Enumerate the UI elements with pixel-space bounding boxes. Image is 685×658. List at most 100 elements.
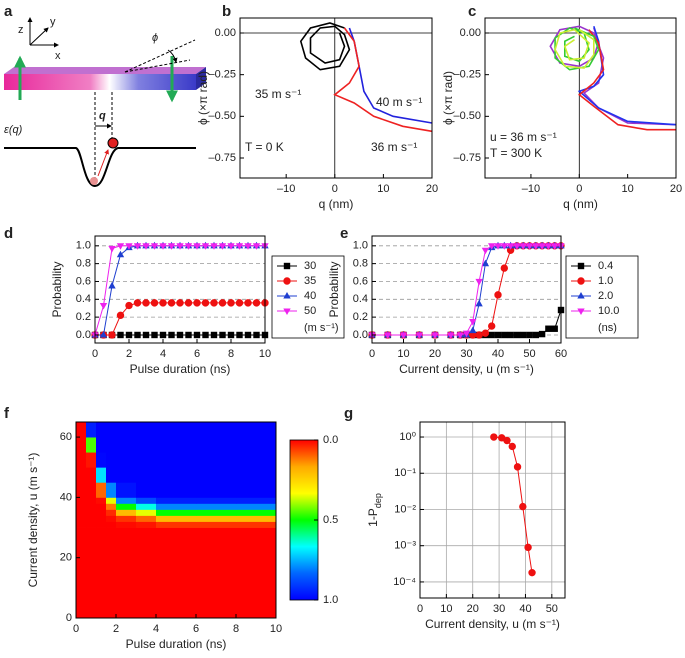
y-tick-label: 0.00 [460,27,481,39]
marker [133,243,142,250]
position-label: q [99,110,106,122]
x-tick-label: 40 [492,348,504,360]
marker [116,250,125,258]
heatmap-cell [136,503,157,510]
marker [210,299,218,307]
heatmap-cell [116,521,137,528]
marker [513,331,521,339]
marker [488,243,496,250]
heatmap-cell [76,557,87,589]
x-tick-label: 4 [160,348,166,360]
y-axis-label: Probability [327,261,341,317]
marker [577,277,585,285]
heatmap-cell [136,515,157,522]
marker [520,331,527,339]
marker [193,243,201,250]
heatmap-cell [136,509,157,516]
heatmap-cell [96,509,107,516]
marker [532,243,540,250]
panel-label: f [4,405,10,422]
heatmap-cell [236,557,277,589]
y-tick-label: 10⁻² [394,503,416,515]
heatmap-cell [196,422,237,438]
heatmap-cell [136,587,157,619]
series-line [372,245,561,336]
series-line [299,22,351,71]
marker [142,331,150,339]
y-tick-label: 40 [60,491,72,503]
marker [456,332,464,339]
heatmap-cell [96,422,107,438]
y-tick-label: 20 [60,552,72,564]
x-axis-label: q (nm) [319,197,354,211]
heatmap-cell [86,503,97,510]
axes-frame [371,235,562,344]
marker [447,332,455,339]
series-label: 36 m s⁻¹ [371,140,417,154]
x-axis-label: Current density, u (m s⁻¹) [399,362,534,376]
y-tick-label: 0 [66,612,72,624]
heatmap-cell [86,452,97,468]
marker [501,331,508,339]
heatmap-cell [236,437,277,453]
colorbar-tick-label: 1.0 [323,594,338,606]
marker [193,331,201,339]
marker [125,301,133,310]
heatmap-cell [96,467,107,483]
y-tick-label: 0.2 [353,311,368,323]
heatmap-cell [86,509,97,516]
marker [150,243,159,250]
heatmap-cell [156,497,197,504]
marker [134,331,141,339]
y-tick-label: 0.8 [353,258,368,270]
marker [108,281,116,289]
annotation: T = 300 K [490,146,542,160]
heatmap-cell [156,557,197,589]
marker [494,331,502,339]
heatmap-cell [196,521,237,528]
heatmap-cell [86,422,97,438]
marker [490,433,498,441]
wall-position [107,137,119,149]
heatmap-cell [196,482,237,498]
marker [503,436,511,445]
marker [117,331,124,339]
marker [116,311,125,320]
x-tick-label: 10 [270,623,282,635]
heatmap-cell [196,515,237,522]
series-line [554,28,595,69]
heatmap-cell [116,503,137,510]
x-axis-label: Pulse duration (ns) [126,637,227,651]
marker [494,291,502,299]
heatmap-cell [86,497,97,504]
series-label: 40 m s⁻¹ [376,95,422,109]
marker [193,299,201,307]
heatmap-cell [156,452,197,468]
axes-frame [94,235,266,344]
marker [475,299,483,307]
legend-label: 10.0 [598,305,619,317]
axes-frame [419,421,566,599]
marker [524,543,532,552]
heatmap-cell [196,503,237,510]
y-axis-label-sub: dep [373,493,383,508]
y-tick-label: 0.2 [76,311,91,323]
x-tick-label: 10 [259,348,271,360]
heatmap-cell [136,422,157,438]
series-line [493,436,533,573]
heatmap-cell [96,527,107,559]
marker [227,299,235,307]
marker [528,568,536,577]
heatmap-cell [236,587,277,619]
series-line [578,29,676,131]
heatmap-cell [86,515,97,522]
y-tick-label: 0.4 [76,293,91,305]
marker [475,278,483,286]
heatmap-cell [86,482,97,498]
x-tick-label: 0 [417,603,423,615]
heatmap-cell [106,521,117,528]
marker [244,299,252,307]
heatmap-cell [76,482,87,498]
